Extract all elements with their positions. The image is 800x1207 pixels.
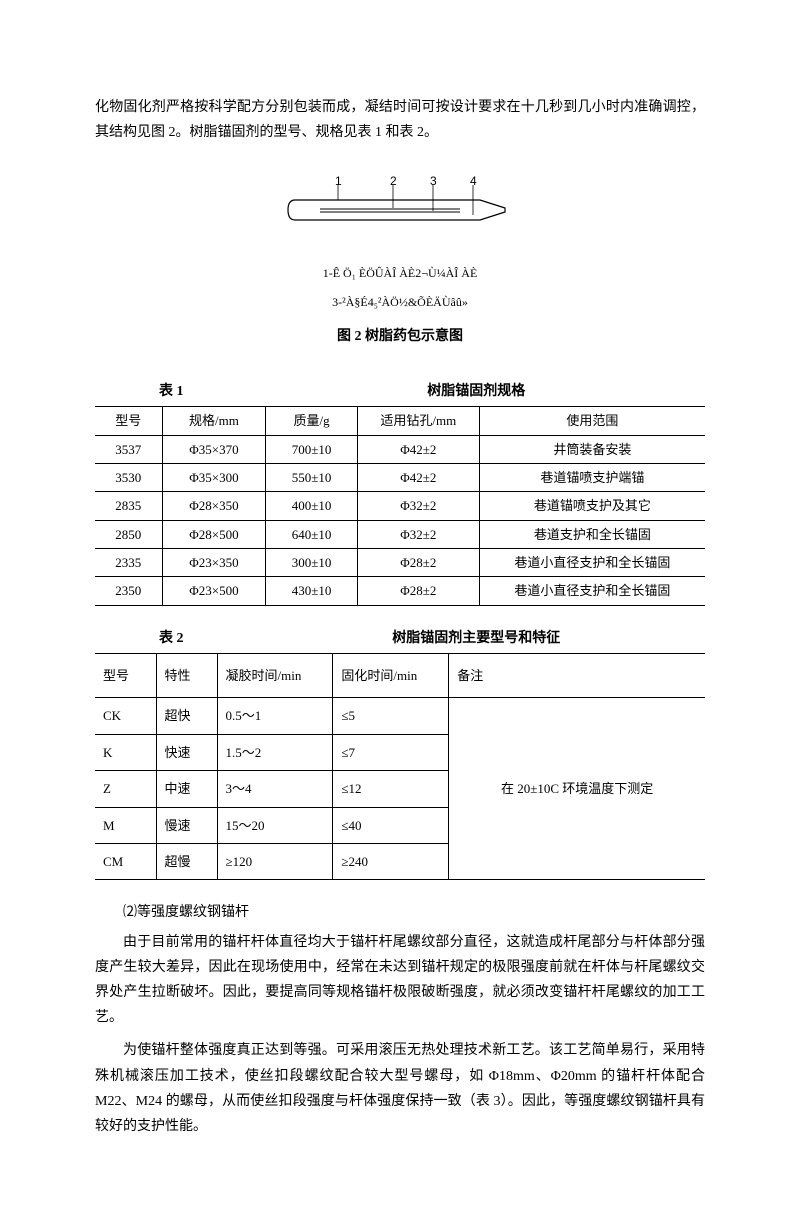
figure-2: 1 2 3 4 1-Ê Ö₁ ÈÖÛÀÎ ÀÈ2¬Ù¼ÀÎ ÀÈ 3-²À§É4… bbox=[95, 185, 705, 349]
section2-heading: ⑵等强度螺纹钢锚杆 bbox=[95, 900, 705, 925]
table2-header: 凝胶时间/min bbox=[217, 654, 333, 698]
table1-title-left: 表 1 bbox=[95, 379, 248, 404]
table1-header: 适用钻孔/mm bbox=[357, 407, 479, 435]
diagram-label-4: 4 bbox=[470, 171, 477, 193]
table-1: 型号规格/mm质量/g适用钻孔/mm使用范围3537Φ35×370700±10Φ… bbox=[95, 406, 705, 606]
table1-header: 规格/mm bbox=[162, 407, 266, 435]
table-row: 3537Φ35×370700±10Φ42±2井筒装备安装 bbox=[95, 435, 705, 463]
table-cell: Φ23×500 bbox=[162, 577, 266, 605]
figure-legend-1: 1-Ê Ö₁ ÈÖÛÀÎ ÀÈ2¬Ù¼ÀÎ ÀÈ bbox=[95, 263, 705, 285]
table-cell: Φ28±2 bbox=[357, 577, 479, 605]
table-cell: Φ28×500 bbox=[162, 520, 266, 548]
table-cell: 2835 bbox=[95, 492, 162, 520]
table-cell: 0.5～1 bbox=[217, 698, 333, 734]
table-cell: Φ42±2 bbox=[357, 435, 479, 463]
section2-p2: 为使锚杆整体强度真正达到等强。可采用滚压无热处理技术新工艺。该工艺简单易行，采用… bbox=[95, 1038, 705, 1139]
table-cell: 640±10 bbox=[266, 520, 358, 548]
table-cell: ≥240 bbox=[333, 844, 449, 880]
table-cell: ≤7 bbox=[333, 734, 449, 770]
diagram-label-1: 1 bbox=[335, 171, 342, 193]
table-cell: Φ42±2 bbox=[357, 463, 479, 491]
table-cell: 巷道锚喷支护及其它 bbox=[479, 492, 705, 520]
table-row: CK超快0.5～1≤5在 20±10C 环境温度下测定 bbox=[95, 698, 705, 734]
table-row: 2335Φ23×350300±10Φ28±2巷道小直径支护和全长锚固 bbox=[95, 549, 705, 577]
table-cell: 2850 bbox=[95, 520, 162, 548]
table-row: 2850Φ28×500640±10Φ32±2巷道支护和全长锚固 bbox=[95, 520, 705, 548]
table2-header: 型号 bbox=[95, 654, 156, 698]
table-cell: 巷道小直径支护和全长锚固 bbox=[479, 577, 705, 605]
intro-paragraph: 化物固化剂严格按科学配方分别包装而成，凝结时间可按设计要求在十几秒到几小时内准确… bbox=[95, 95, 705, 145]
table-cell: ≤12 bbox=[333, 771, 449, 807]
table-cell: 430±10 bbox=[266, 577, 358, 605]
table-cell: 3～4 bbox=[217, 771, 333, 807]
table2-header: 备注 bbox=[449, 654, 705, 698]
table-cell: 400±10 bbox=[266, 492, 358, 520]
table2-title-right: 树脂锚固剂主要型号和特征 bbox=[248, 626, 706, 651]
table-cell: 3530 bbox=[95, 463, 162, 491]
table-cell: 2350 bbox=[95, 577, 162, 605]
table-cell: ≤40 bbox=[333, 807, 449, 843]
section2-p1: 由于目前常用的锚杆杆体直径均大于锚杆杆尾螺纹部分直径，这就造成杆尾部分与杆体部分… bbox=[95, 930, 705, 1031]
cartridge-svg bbox=[280, 185, 520, 235]
table1-title: 表 1 树脂锚固剂规格 bbox=[95, 379, 705, 404]
table-cell: 300±10 bbox=[266, 549, 358, 577]
table2-title-left: 表 2 bbox=[95, 626, 248, 651]
table-cell: 1.5～2 bbox=[217, 734, 333, 770]
table2-title: 表 2 树脂锚固剂主要型号和特征 bbox=[95, 626, 705, 651]
table1-title-right: 树脂锚固剂规格 bbox=[248, 379, 706, 404]
table2-header: 固化时间/min bbox=[333, 654, 449, 698]
table-cell: 巷道支护和全长锚固 bbox=[479, 520, 705, 548]
table-row: 2835Φ28×350400±10Φ32±2巷道锚喷支护及其它 bbox=[95, 492, 705, 520]
table-cell: M bbox=[95, 807, 156, 843]
table1-header: 质量/g bbox=[266, 407, 358, 435]
table-cell: CK bbox=[95, 698, 156, 734]
resin-cartridge-diagram: 1 2 3 4 bbox=[280, 185, 520, 245]
table-cell: ≤5 bbox=[333, 698, 449, 734]
table-cell: 快速 bbox=[156, 734, 217, 770]
diagram-label-3: 3 bbox=[430, 171, 437, 193]
table-row: 3530Φ35×300550±10Φ42±2巷道锚喷支护端锚 bbox=[95, 463, 705, 491]
table-cell: 超快 bbox=[156, 698, 217, 734]
table1-header: 使用范围 bbox=[479, 407, 705, 435]
table-cell: 超慢 bbox=[156, 844, 217, 880]
table-cell: Φ32±2 bbox=[357, 492, 479, 520]
table-cell: Φ28±2 bbox=[357, 549, 479, 577]
table-cell: Φ28×350 bbox=[162, 492, 266, 520]
table1-header: 型号 bbox=[95, 407, 162, 435]
table-cell: 550±10 bbox=[266, 463, 358, 491]
table-cell: 中速 bbox=[156, 771, 217, 807]
table2-note: 在 20±10C 环境温度下测定 bbox=[449, 698, 705, 880]
table-cell: Φ32±2 bbox=[357, 520, 479, 548]
table-2: 型号特性凝胶时间/min固化时间/min备注CK超快0.5～1≤5在 20±10… bbox=[95, 653, 705, 880]
table2-header: 特性 bbox=[156, 654, 217, 698]
figure-caption: 图 2 树脂药包示意图 bbox=[95, 324, 705, 349]
table-cell: K bbox=[95, 734, 156, 770]
table-cell: Φ35×300 bbox=[162, 463, 266, 491]
table-cell: 15～20 bbox=[217, 807, 333, 843]
table-cell: ≥120 bbox=[217, 844, 333, 880]
table-cell: 3537 bbox=[95, 435, 162, 463]
table-cell: Z bbox=[95, 771, 156, 807]
table-row: 2350Φ23×500430±10Φ28±2巷道小直径支护和全长锚固 bbox=[95, 577, 705, 605]
table-cell: 2335 bbox=[95, 549, 162, 577]
figure-legend-2: 3-²À§É4₅²ÀÖ½&ÕÈÄÙâû» bbox=[95, 292, 705, 314]
table-cell: 巷道锚喷支护端锚 bbox=[479, 463, 705, 491]
table-cell: 慢速 bbox=[156, 807, 217, 843]
table-cell: 井筒装备安装 bbox=[479, 435, 705, 463]
table-cell: Φ23×350 bbox=[162, 549, 266, 577]
table-cell: 700±10 bbox=[266, 435, 358, 463]
table-cell: 巷道小直径支护和全长锚固 bbox=[479, 549, 705, 577]
diagram-label-2: 2 bbox=[390, 171, 397, 193]
table-cell: CM bbox=[95, 844, 156, 880]
table-cell: Φ35×370 bbox=[162, 435, 266, 463]
